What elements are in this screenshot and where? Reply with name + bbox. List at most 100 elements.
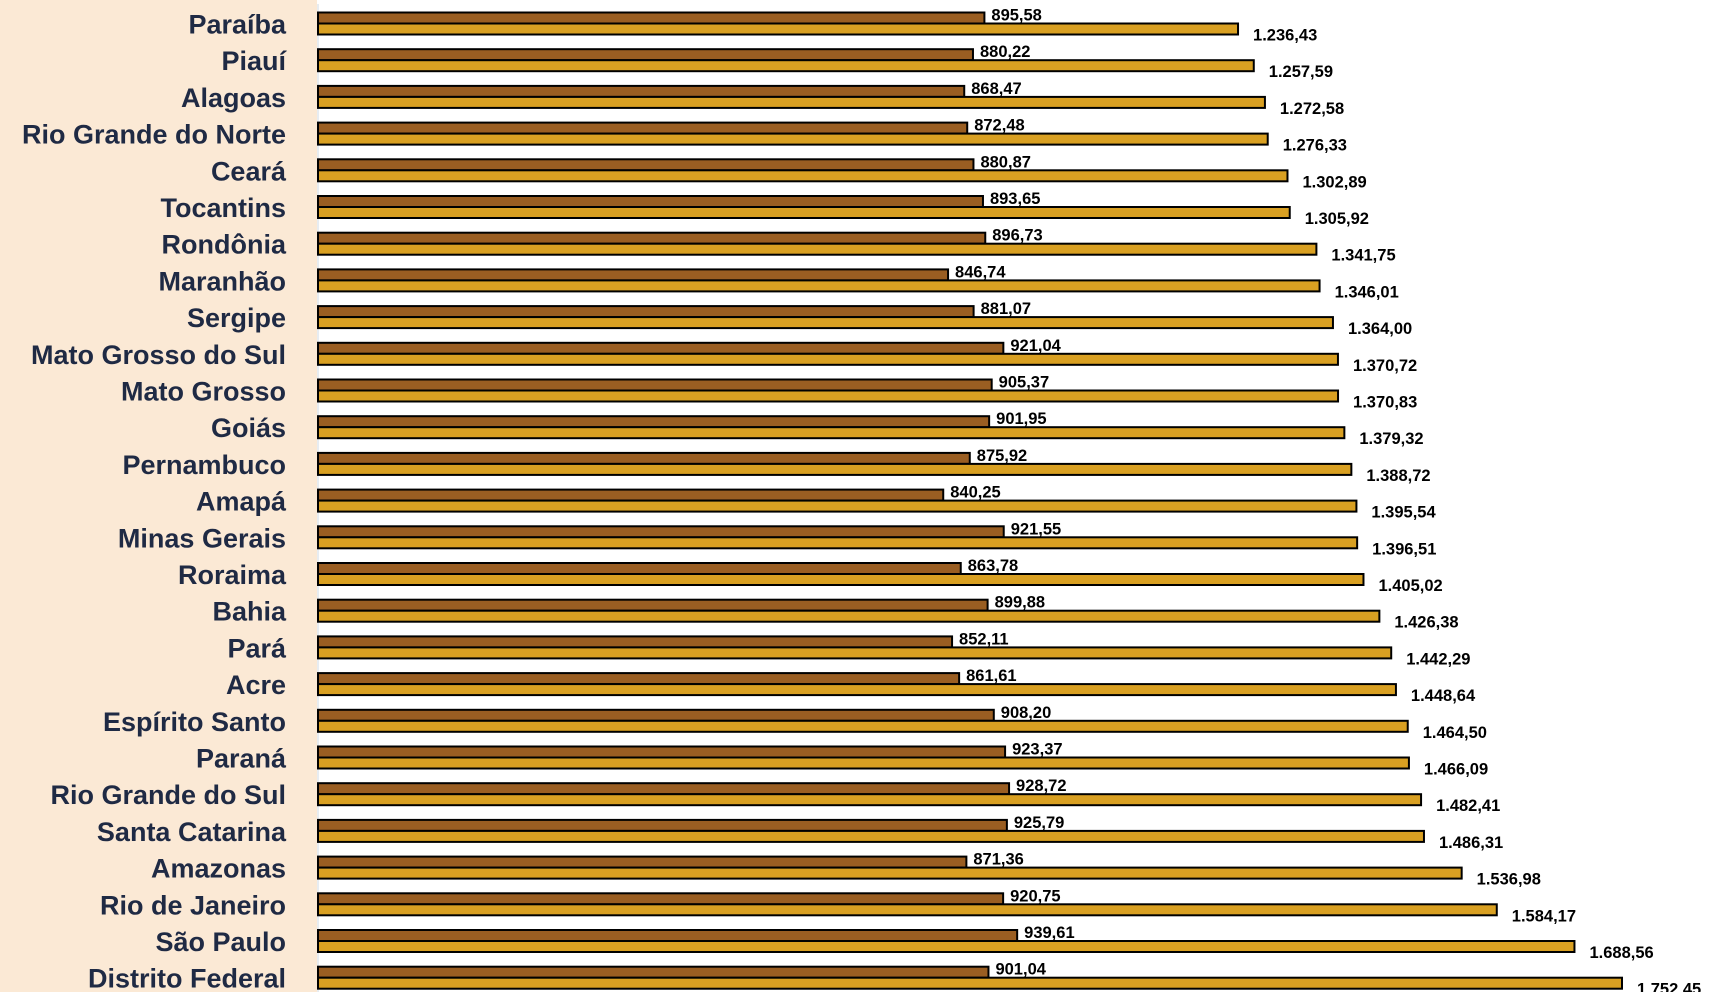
category-label: Espírito Santo [103, 707, 286, 737]
category-label: Pernambuco [122, 450, 286, 480]
bar-series-2 [317, 940, 1576, 953]
category-label: Maranhão [158, 266, 286, 296]
category-label: São Paulo [155, 927, 286, 957]
data-label-series-1: 880,87 [980, 153, 1030, 171]
category-label: Paraíba [188, 10, 287, 40]
category-label: Piauí [221, 46, 287, 76]
data-label-series-1: 872,48 [974, 117, 1024, 135]
bar-series-2 [317, 242, 1318, 256]
data-label-series-1: 896,73 [992, 227, 1042, 245]
bar-series-2 [317, 169, 1289, 183]
bar-series-2 [317, 903, 1498, 917]
data-label-series-2: 1.466,09 [1424, 761, 1488, 779]
bar-series-2 [317, 536, 1359, 550]
bar-series-2 [317, 499, 1358, 513]
data-label-series-1: 925,79 [1014, 814, 1064, 832]
category-label: Minas Gerais [118, 523, 286, 553]
bar-series-1 [317, 598, 989, 612]
data-label-series-1: 881,07 [981, 300, 1031, 318]
data-label-series-2: 1.584,17 [1512, 907, 1576, 925]
category-label: Tocantins [160, 193, 286, 223]
data-label-series-2: 1.426,38 [1394, 614, 1458, 632]
data-label-series-2: 1.272,58 [1280, 100, 1344, 118]
data-label-series-2: 1.486,31 [1439, 834, 1503, 852]
category-label: Rio Grande do Norte [22, 120, 286, 150]
data-label-series-2: 1.396,51 [1372, 540, 1436, 558]
bar-series-2 [317, 352, 1339, 366]
category-label: Mato Grosso do Sul [31, 340, 286, 370]
bar-series-2 [317, 279, 1321, 293]
bar-series-1 [317, 451, 971, 465]
category-label: Rondônia [162, 230, 287, 260]
category-label: Goiás [211, 413, 286, 443]
bar-series-2 [317, 462, 1353, 476]
data-label-series-1: 920,75 [1010, 887, 1060, 905]
category-label-panel [0, 0, 317, 992]
bar-series-1 [317, 745, 1007, 759]
bar-series-1 [317, 488, 945, 502]
bar-series-1 [317, 231, 987, 245]
bar-series-1 [317, 378, 993, 392]
data-label-series-2: 1.370,83 [1353, 394, 1417, 412]
data-label-series-1: 899,88 [995, 594, 1045, 612]
bar-series-1 [317, 855, 968, 869]
category-label: Distrito Federal [88, 964, 286, 992]
data-label-series-2: 1.257,59 [1269, 63, 1333, 81]
bar-series-1 [317, 929, 1019, 942]
data-label-series-2: 1.305,92 [1305, 210, 1369, 228]
category-label: Mato Grosso [121, 377, 286, 407]
data-label-series-1: 921,04 [1010, 337, 1061, 355]
bar-series-2 [317, 132, 1269, 146]
bar-series-1 [317, 158, 975, 172]
data-label-series-1: 863,78 [968, 557, 1018, 575]
bar-series-2 [317, 206, 1291, 219]
data-label-series-1: 928,72 [1016, 777, 1066, 795]
data-label-series-1: 852,11 [959, 630, 1009, 648]
category-label: Bahia [212, 597, 287, 627]
bar-series-1 [317, 965, 990, 979]
category-label: Paraná [196, 744, 287, 774]
category-label: Roraima [178, 560, 287, 590]
data-label-series-1: 875,92 [977, 447, 1027, 465]
bar-series-2 [317, 22, 1240, 36]
category-label: Rio de Janeiro [100, 890, 286, 920]
bar-series-2 [317, 683, 1397, 697]
data-label-series-1: 840,25 [950, 484, 1000, 502]
category-label: Amapá [196, 487, 287, 517]
data-label-series-1: 923,37 [1012, 741, 1062, 759]
data-label-series-1: 905,37 [999, 374, 1049, 392]
bar-series-1 [317, 782, 1011, 796]
data-label-series-2: 1.688,56 [1589, 944, 1653, 962]
bar-series-2 [317, 719, 1409, 733]
data-label-series-2: 1.448,64 [1411, 687, 1476, 705]
category-label: Santa Catarina [97, 817, 287, 847]
bar-series-2 [317, 316, 1334, 330]
category-label: Acre [226, 670, 286, 700]
bar-series-1 [317, 305, 975, 319]
data-label-series-2: 1.752,45 [1637, 981, 1701, 992]
data-label-series-2: 1.364,00 [1348, 320, 1412, 338]
data-label-series-1: 871,36 [973, 851, 1023, 869]
bar-series-1 [317, 195, 984, 208]
bar-series-1 [317, 84, 966, 98]
bar-series-2 [317, 95, 1266, 109]
bar-series-1 [317, 268, 950, 282]
category-label: Ceará [211, 156, 287, 186]
bar-series-1 [317, 818, 1008, 832]
bar-series-1 [317, 892, 1005, 906]
bar-series-2 [317, 573, 1365, 586]
bar-series-1 [317, 635, 954, 649]
data-label-series-1: 901,95 [996, 410, 1046, 428]
data-label-series-1: 893,65 [990, 190, 1040, 208]
data-label-series-2: 1.464,50 [1423, 724, 1487, 742]
category-label: Pará [227, 633, 287, 663]
bar-series-2 [317, 866, 1463, 880]
bar-series-2 [317, 756, 1410, 770]
category-label: Sergipe [187, 303, 286, 333]
bar-series-2 [317, 426, 1346, 440]
bar-series-1 [317, 11, 986, 25]
data-label-series-1: 921,55 [1011, 520, 1061, 538]
bar-series-2 [317, 829, 1425, 843]
